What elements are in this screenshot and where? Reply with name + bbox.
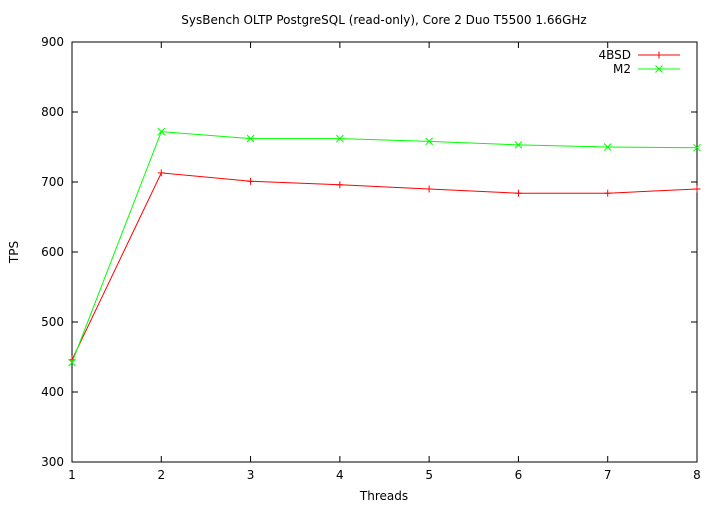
y-tick-label: 700 — [41, 175, 64, 189]
series-m2 — [68, 127, 701, 367]
series-line-m2 — [71, 131, 698, 363]
y-tick-label: 300 — [41, 455, 64, 469]
series-lines — [68, 127, 701, 367]
x-tick-label: 8 — [693, 468, 701, 482]
y-axis-label: TPS — [7, 241, 21, 264]
data-point-m2 — [246, 134, 255, 143]
x-tick-label: 3 — [247, 468, 255, 482]
data-point-m2 — [336, 134, 344, 143]
series-4bsd — [68, 169, 701, 364]
x-tick-label: 4 — [336, 468, 344, 482]
y-tick-label: 400 — [41, 385, 64, 399]
x-tick-label: 6 — [515, 468, 523, 482]
y-tick-label: 600 — [41, 245, 64, 259]
x-tick-label: 1 — [68, 468, 76, 482]
series-line-4bsd — [71, 172, 698, 361]
data-point-m2 — [603, 143, 612, 151]
x-tick-label: 2 — [157, 468, 165, 482]
legend-label-4bsd: 4BSD — [598, 48, 631, 62]
data-point-m2 — [425, 137, 433, 146]
x-tick-label: 7 — [604, 468, 612, 482]
y-tick-label: 900 — [41, 35, 64, 49]
y-tick-label: 500 — [41, 315, 64, 329]
legend-marker-m2 — [655, 65, 663, 73]
data-point-m2 — [157, 127, 166, 136]
data-point-m2 — [514, 141, 523, 149]
data-point-m2 — [68, 358, 76, 367]
chart-title: SysBench OLTP PostgreSQL (read-only), Co… — [181, 13, 586, 27]
x-axis-label: Threads — [359, 489, 408, 503]
data-point-m2 — [693, 143, 701, 152]
plot-frame — [71, 41, 698, 463]
plot-border — [71, 41, 698, 463]
y-tick-label: 800 — [41, 105, 64, 119]
axis-ticks: 1 2 3 4 5 6 7 8 300 400 500 600 700 800 900 — [41, 35, 701, 482]
x-tick-label: 5 — [425, 468, 433, 482]
legend-label-m2: M2 — [613, 62, 631, 76]
